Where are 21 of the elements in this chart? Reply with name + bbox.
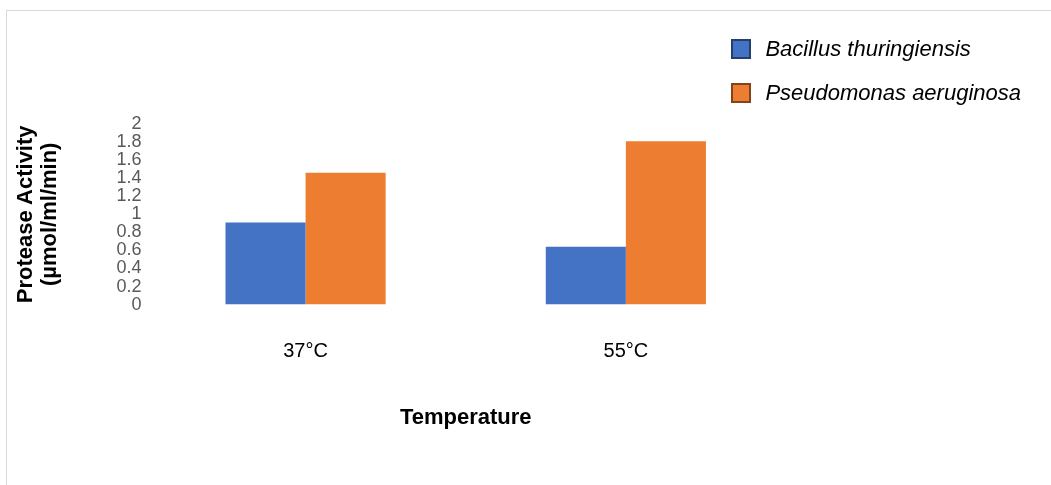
y-tick-label: 0 (131, 293, 142, 314)
y-tick-label: 2 (131, 112, 142, 133)
x-tick-label: 37°C (283, 339, 328, 362)
legend-label: Bacillus thuringiensis (765, 36, 971, 62)
bar (305, 172, 386, 305)
x-axis-title: Temperature (399, 403, 532, 429)
bar (225, 222, 306, 305)
bar (625, 141, 706, 305)
y-axis-title: Protease Activity (µmol/ml/min) (12, 124, 62, 304)
y-tick-label: 1.2 (116, 185, 142, 206)
y-tick-label: 0.4 (116, 257, 142, 278)
bar (545, 246, 626, 305)
y-tick-label: 1.8 (116, 131, 142, 152)
y-tick-label: 0.8 (116, 221, 142, 242)
y-tick-label: 1.6 (116, 149, 142, 170)
y-tick-label: 1.4 (116, 167, 142, 188)
legend-label: Pseudomonas aeruginosa (765, 80, 1021, 106)
x-tick-label: 55°C (603, 339, 649, 362)
y-tick-label: 1 (131, 203, 142, 224)
y-tick-label: 0.2 (116, 275, 142, 296)
y-tick-label: 0.6 (116, 239, 142, 260)
